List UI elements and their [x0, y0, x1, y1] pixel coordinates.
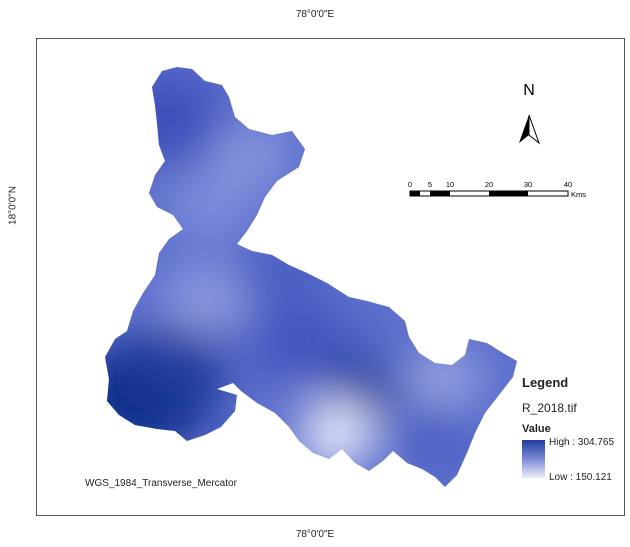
legend-high-label: High : 304.765: [549, 437, 615, 448]
legend-title: Legend: [522, 375, 569, 390]
legend-low-label: Low : 150.121: [549, 472, 612, 483]
graticule-label-bottom: 78°0'0"E: [295, 529, 335, 540]
scale-tick-30: 30: [524, 180, 532, 189]
north-arrow-label: N: [523, 82, 535, 99]
legend-layer-name: R_2018.tif: [522, 401, 577, 415]
map-canvas: N 0 5 10 20 30 40 Kms: [105, 67, 586, 487]
map-frame: N 0 5 10 20 30 40 Kms Leg: [36, 38, 625, 516]
legend-ramp: [522, 440, 545, 478]
scale-tick-20: 20: [485, 180, 493, 189]
scale-tick-10: 10: [446, 180, 454, 189]
graticule-label-top: 78°0'0"E: [295, 9, 335, 20]
legend-field-name: Value: [522, 423, 551, 435]
scale-unit: Kms: [571, 190, 586, 199]
north-arrow: N: [519, 82, 541, 145]
scale-tick-40: 40: [564, 180, 572, 189]
scale-tick-5: 5: [428, 180, 432, 189]
graticule-label-left: 18°0'0"N: [7, 186, 19, 225]
projection-label: WGS_1984_Transverse_Mercator: [85, 478, 237, 489]
scale-bar: 0 5 10 20 30 40 Kms: [408, 180, 586, 199]
scale-tick-0: 0: [408, 180, 412, 189]
